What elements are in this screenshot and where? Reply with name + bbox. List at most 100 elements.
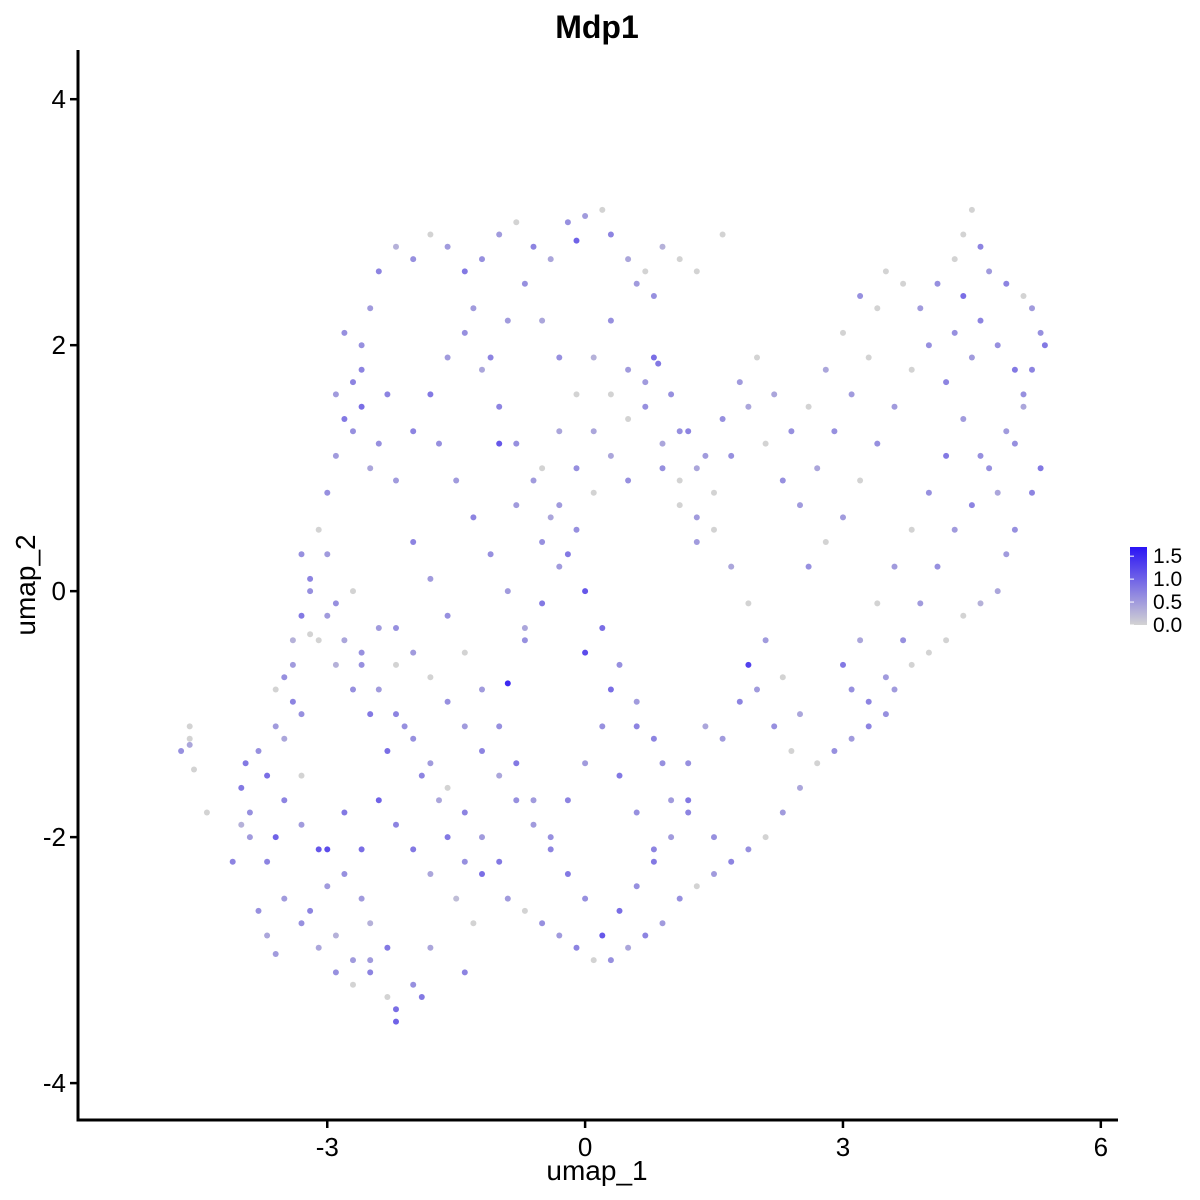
- cell-point: [633, 809, 640, 816]
- cell-point: [728, 452, 735, 459]
- cell-point: [1003, 551, 1010, 558]
- cell-point: [659, 920, 666, 927]
- cell-point: [410, 735, 417, 742]
- cell-point: [453, 477, 460, 484]
- cell-point: [393, 243, 399, 250]
- cell-point: [556, 932, 563, 939]
- cell-point: [504, 895, 511, 902]
- cell-point: [427, 575, 434, 582]
- cell-point: [367, 957, 374, 964]
- cell-point: [762, 440, 769, 447]
- cell-point: [711, 489, 717, 496]
- cell-point: [453, 895, 460, 902]
- cell-point: [1029, 305, 1035, 312]
- cell-point: [659, 465, 666, 472]
- cell-point: [908, 661, 915, 668]
- cell-point: [547, 834, 554, 841]
- cell-point: [797, 502, 803, 509]
- cell-point: [281, 797, 288, 804]
- cell-point: [332, 932, 339, 939]
- cell-point: [496, 723, 503, 730]
- cell-point: [470, 514, 477, 521]
- cell-point: [487, 551, 494, 558]
- cell-point: [367, 711, 374, 718]
- cell-point: [272, 951, 279, 957]
- cell-point: [186, 735, 193, 742]
- cell-point: [461, 329, 468, 336]
- cell-point: [479, 834, 485, 841]
- cell-point: [693, 465, 700, 472]
- cell-point: [599, 932, 606, 939]
- cell-point: [788, 748, 795, 754]
- cell-point: [513, 440, 520, 447]
- cell-point: [891, 403, 898, 410]
- cell-point: [350, 588, 356, 595]
- cell-point: [479, 748, 485, 754]
- cell-point: [281, 674, 288, 681]
- cell-point: [504, 588, 511, 595]
- cell-point: [762, 637, 769, 644]
- cell-point: [891, 563, 898, 570]
- cell-point: [367, 969, 374, 976]
- cell-point: [771, 391, 778, 398]
- cell-point: [410, 649, 417, 656]
- cell-point: [418, 772, 425, 779]
- cell-point: [814, 760, 821, 767]
- cell-point: [229, 858, 236, 865]
- cell-point: [659, 760, 666, 767]
- cell-point: [685, 809, 692, 816]
- cell-point: [504, 317, 511, 324]
- cell-point: [556, 502, 563, 509]
- cell-point: [470, 305, 477, 312]
- cell-point: [655, 360, 662, 367]
- cell-point: [736, 379, 743, 386]
- y-tick-label: -2: [43, 822, 66, 852]
- cell-point: [650, 846, 657, 853]
- cell-point: [573, 526, 580, 533]
- cell-point: [693, 883, 700, 890]
- cell-point: [840, 514, 846, 521]
- cell-point: [573, 237, 580, 244]
- cell-point: [951, 256, 958, 263]
- cell-point: [590, 428, 597, 435]
- cell-point: [178, 748, 185, 754]
- cell-point: [607, 391, 614, 398]
- cell-point: [754, 354, 760, 361]
- cell-point: [633, 698, 640, 705]
- cell-point: [865, 698, 872, 705]
- cell-point: [186, 723, 193, 730]
- cell-point: [375, 686, 382, 693]
- cell-point: [779, 674, 786, 681]
- cell-point: [444, 784, 451, 791]
- cell-point: [685, 760, 692, 767]
- cell-point: [547, 846, 554, 853]
- cell-point: [633, 883, 640, 890]
- x-axis-title: umap_1: [546, 1155, 647, 1186]
- cell-point: [599, 723, 606, 730]
- cell-point: [736, 698, 743, 705]
- cell-point: [427, 674, 434, 681]
- cell-point: [676, 428, 683, 435]
- cell-point: [298, 612, 305, 619]
- cell-point: [461, 268, 468, 275]
- cell-point: [496, 772, 503, 779]
- cell-point: [711, 834, 717, 841]
- cell-point: [642, 268, 649, 275]
- cell-point: [444, 834, 451, 841]
- cell-point: [427, 760, 434, 767]
- cell-point: [573, 465, 580, 472]
- cell-point: [650, 858, 657, 865]
- cell-point: [934, 280, 941, 287]
- cell-point: [642, 379, 649, 386]
- cell-point: [607, 452, 614, 459]
- cell-point: [393, 1006, 399, 1013]
- cell-point: [822, 539, 829, 545]
- chart-title: Mdp1: [555, 9, 639, 45]
- cell-point: [650, 293, 657, 299]
- cell-point: [840, 661, 846, 668]
- cell-point: [788, 428, 795, 435]
- cell-point: [496, 440, 503, 447]
- cell-point: [564, 797, 571, 804]
- cell-point: [590, 489, 597, 496]
